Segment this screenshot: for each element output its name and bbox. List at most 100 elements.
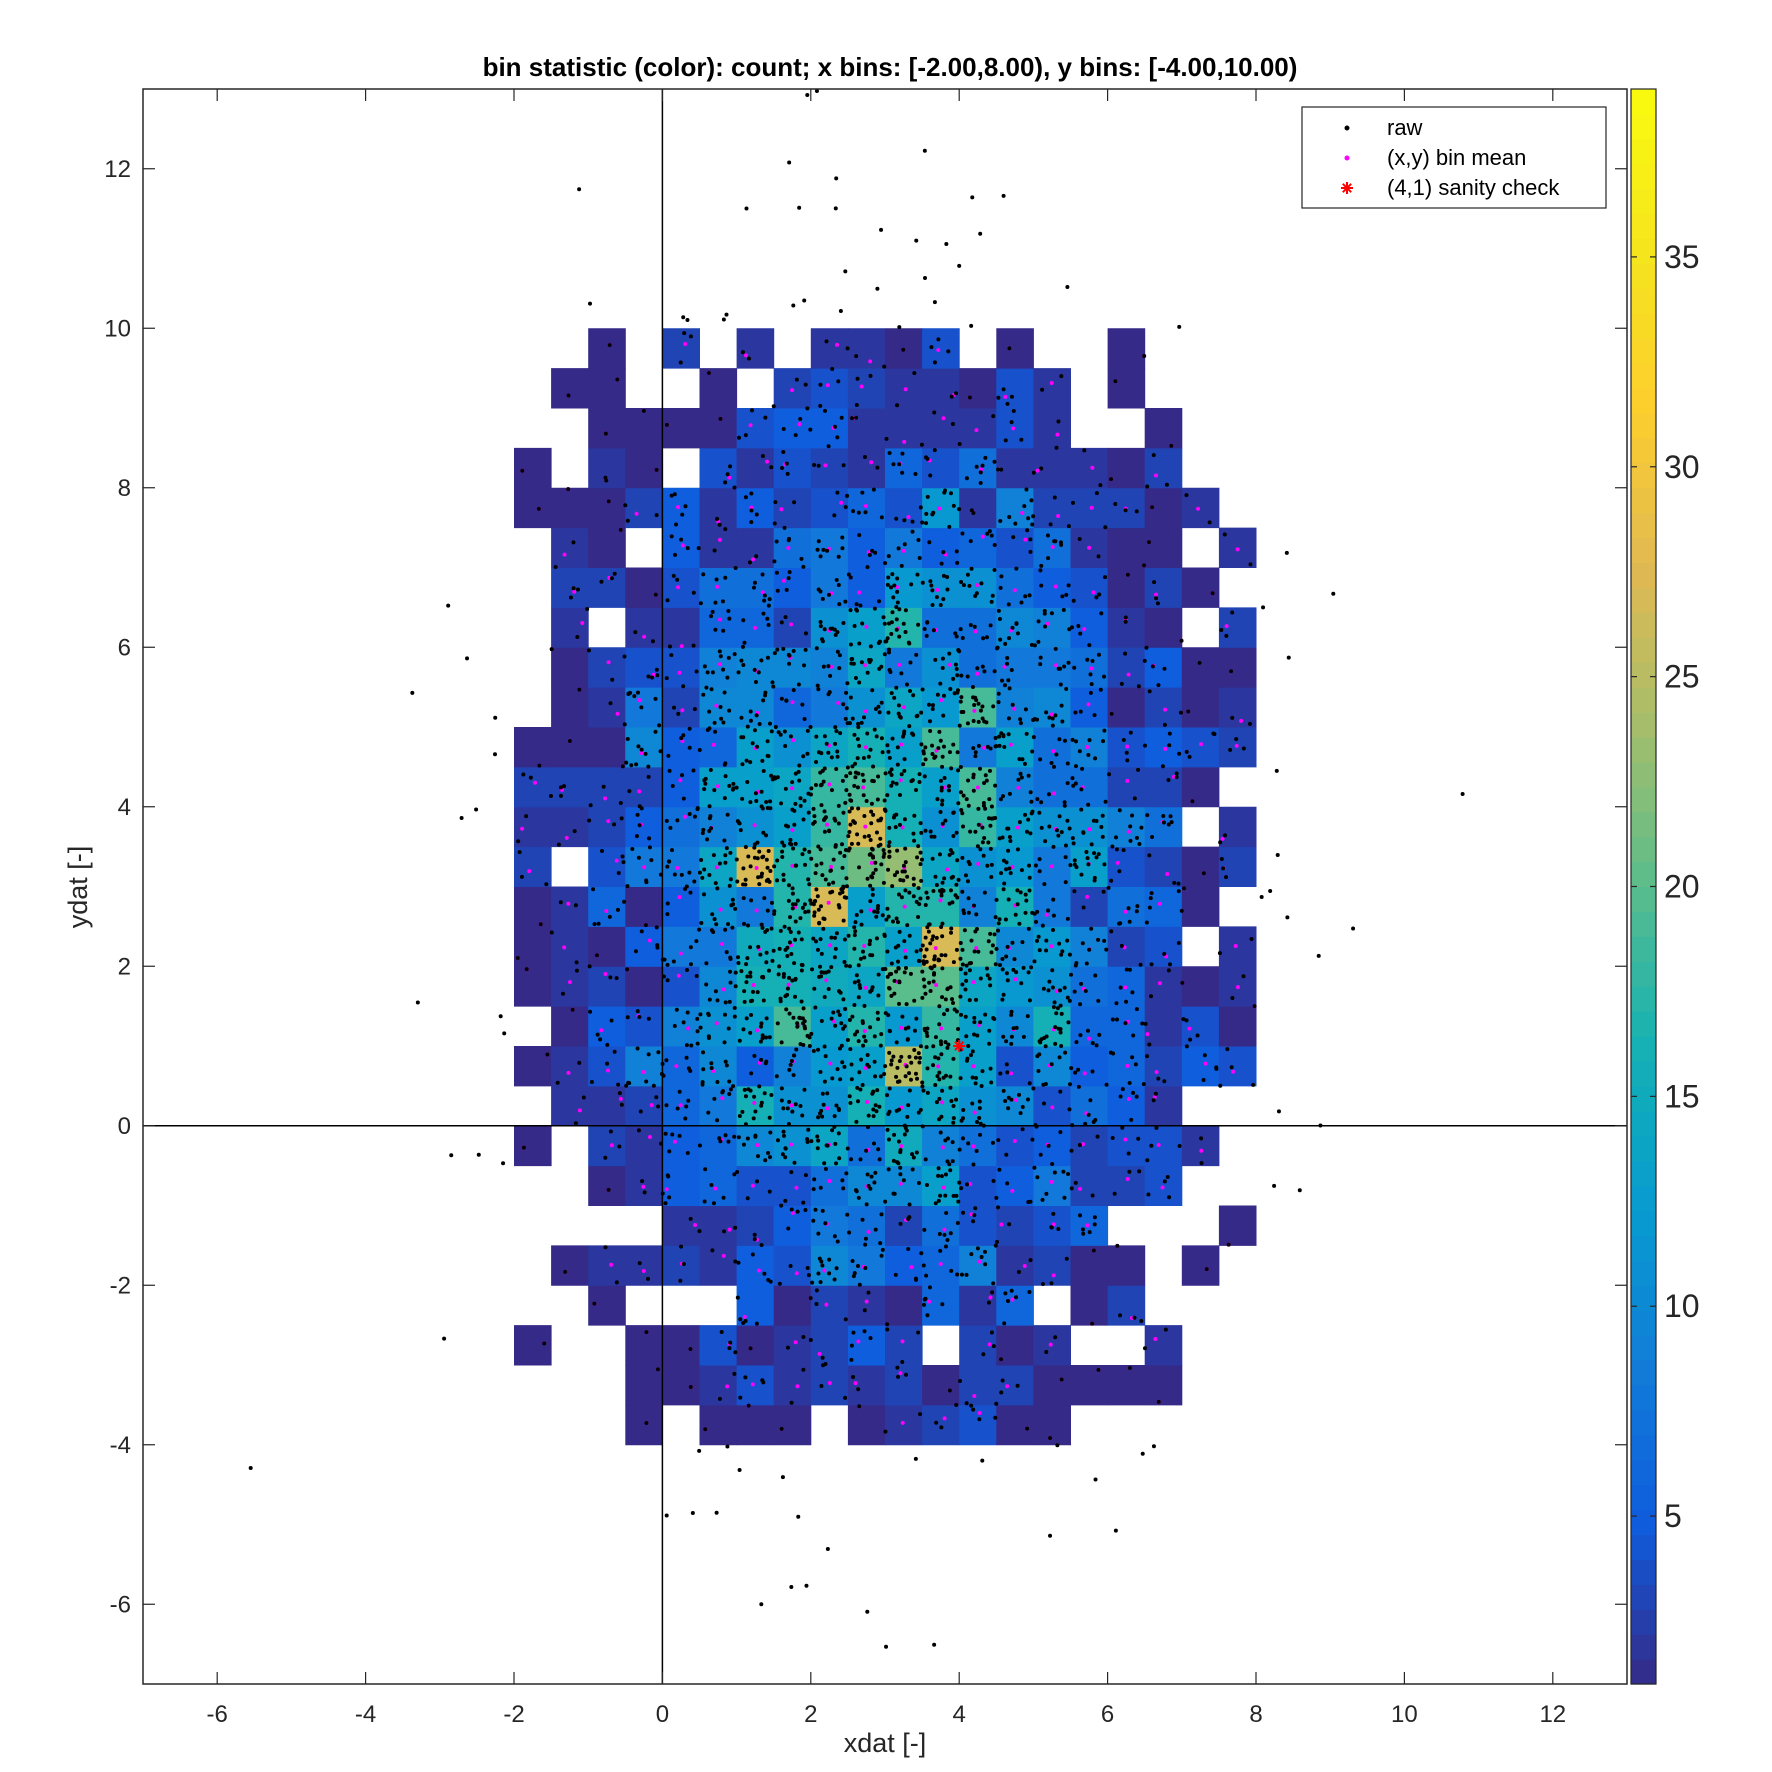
raw-point — [847, 1230, 852, 1235]
bin-mean-point — [863, 745, 868, 750]
colorbar-segment — [1631, 612, 1656, 638]
raw-point — [993, 962, 998, 967]
raw-point — [914, 899, 919, 904]
bin-mean-point — [825, 822, 830, 827]
raw-point — [703, 1427, 708, 1432]
raw-point — [722, 838, 727, 843]
raw-point — [743, 495, 748, 500]
raw-point — [724, 846, 729, 851]
raw-point — [982, 780, 987, 785]
raw-point — [1133, 1062, 1138, 1067]
raw-point — [520, 468, 525, 473]
raw-point — [1020, 1105, 1025, 1110]
raw-point — [1056, 666, 1061, 671]
heatmap-cell — [514, 447, 552, 489]
raw-point — [980, 840, 985, 845]
raw-point — [883, 639, 888, 644]
raw-point — [931, 510, 936, 515]
raw-point — [687, 870, 692, 875]
raw-point — [1147, 905, 1152, 910]
bin-mean-point — [935, 587, 940, 592]
raw-point — [775, 647, 780, 652]
bin-mean-point — [580, 620, 585, 625]
bin-mean-point — [786, 982, 791, 987]
raw-point — [1026, 817, 1031, 822]
raw-point — [987, 1028, 992, 1033]
raw-point — [728, 1340, 733, 1345]
raw-point — [1107, 772, 1112, 777]
raw-point — [726, 655, 731, 660]
raw-point — [949, 926, 954, 931]
raw-point — [980, 704, 985, 709]
raw-point — [857, 533, 862, 538]
raw-point — [1093, 1477, 1098, 1482]
raw-point — [1087, 947, 1092, 952]
heatmap-cell — [1107, 886, 1146, 927]
raw-point — [1044, 1034, 1049, 1039]
raw-point — [877, 710, 882, 715]
raw-point — [993, 744, 998, 749]
raw-point — [897, 607, 902, 612]
raw-point — [783, 743, 788, 748]
raw-point — [856, 963, 861, 968]
raw-point — [781, 971, 786, 976]
raw-point — [887, 1050, 892, 1055]
raw-point — [981, 636, 986, 641]
raw-point — [1229, 669, 1234, 674]
raw-point — [649, 858, 654, 863]
bin-mean-point — [901, 548, 906, 553]
heatmap-cell — [996, 1006, 1034, 1047]
raw-point — [713, 881, 718, 886]
raw-point — [808, 792, 813, 797]
raw-point — [493, 715, 498, 720]
raw-point — [812, 913, 817, 918]
heatmap-cell — [847, 1245, 886, 1286]
raw-point — [850, 716, 855, 721]
heatmap-cell — [736, 1325, 775, 1366]
raw-point — [897, 1079, 902, 1084]
raw-point — [1001, 734, 1006, 739]
raw-point — [961, 824, 966, 829]
raw-point — [852, 933, 857, 938]
raw-point — [889, 691, 894, 696]
raw-point — [744, 980, 749, 985]
bin-mean-point — [942, 785, 947, 790]
raw-point — [1145, 1158, 1150, 1163]
raw-point — [1109, 929, 1114, 934]
raw-point — [903, 955, 908, 960]
raw-point — [868, 1186, 873, 1191]
raw-point — [655, 945, 660, 950]
raw-point — [948, 985, 953, 990]
raw-point — [776, 972, 781, 977]
raw-point — [986, 840, 991, 845]
raw-point — [861, 1043, 866, 1048]
raw-point — [702, 892, 707, 897]
bin-mean-point — [941, 416, 946, 421]
raw-point — [966, 803, 971, 808]
raw-point — [890, 572, 895, 577]
raw-point — [1162, 1179, 1167, 1184]
raw-point — [854, 973, 859, 978]
bin-mean-point — [1085, 894, 1090, 899]
raw-point — [800, 1016, 805, 1021]
raw-point — [951, 1193, 956, 1198]
heatmap-cell — [625, 806, 663, 848]
raw-point — [1102, 862, 1107, 867]
raw-point — [836, 379, 841, 384]
raw-point — [791, 1053, 796, 1058]
raw-point — [762, 598, 767, 603]
raw-point — [738, 1395, 743, 1400]
raw-point — [789, 1170, 794, 1175]
raw-point — [990, 943, 995, 948]
bin-mean-point — [971, 1144, 976, 1149]
raw-point — [963, 873, 968, 878]
raw-point — [759, 1057, 764, 1062]
bin-mean-point — [968, 1182, 973, 1187]
raw-point — [854, 607, 859, 612]
x-tick-label: -2 — [503, 1701, 524, 1728]
raw-point — [772, 559, 777, 564]
raw-point — [1043, 624, 1048, 629]
raw-point — [976, 949, 981, 954]
raw-point — [936, 1173, 941, 1178]
bin-mean-point — [1012, 706, 1017, 711]
